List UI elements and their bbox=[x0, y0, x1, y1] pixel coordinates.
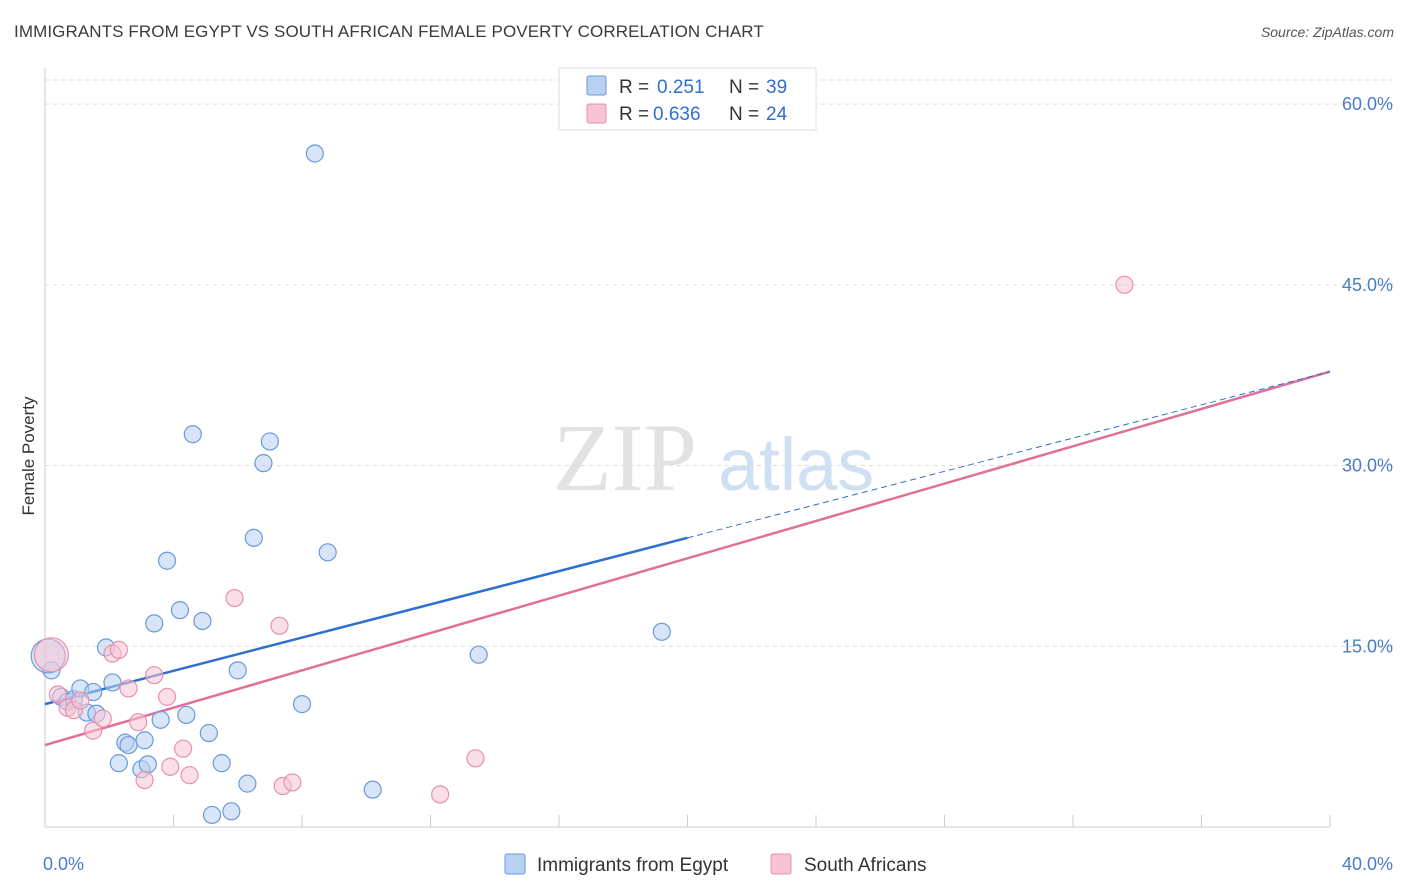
y-tick-label: 60.0% bbox=[1342, 94, 1393, 114]
point-south-africans bbox=[119, 679, 138, 698]
bottom-legend-label-south-africans: South Africans bbox=[804, 855, 927, 876]
legend-n-label-2: N = bbox=[729, 104, 759, 125]
y-axis-tick-labels: 15.0% 30.0% 45.0% 60.0% bbox=[1342, 94, 1393, 656]
point-egypt bbox=[254, 454, 273, 473]
point-egypt bbox=[151, 710, 170, 729]
point-egypt bbox=[652, 622, 671, 641]
y-tick-label: 15.0% bbox=[1342, 636, 1393, 656]
point-south-africans bbox=[180, 766, 199, 785]
point-egypt bbox=[228, 661, 247, 680]
chart-title: IMMIGRANTS FROM EGYPT VS SOUTH AFRICAN F… bbox=[14, 22, 764, 41]
point-south-africans bbox=[1115, 275, 1134, 294]
point-south-africans bbox=[161, 757, 180, 776]
legend-r-value-2: 0.636 bbox=[653, 104, 701, 125]
legend-n-label-1: N = bbox=[729, 77, 759, 98]
point-egypt bbox=[363, 780, 382, 799]
point-egypt bbox=[222, 802, 241, 821]
bottom-legend-swatch-south-africans bbox=[770, 853, 792, 875]
point-egypt bbox=[103, 673, 122, 692]
legend-r-label-1: R = bbox=[619, 77, 649, 98]
legend-n-value-2: 24 bbox=[766, 104, 788, 125]
point-south-africans bbox=[174, 739, 193, 758]
point-south-africans bbox=[270, 616, 289, 635]
legend-n-value-1: 39 bbox=[766, 77, 787, 98]
x-tick-label-end: 40.0% bbox=[1342, 854, 1393, 874]
point-south-africans bbox=[48, 685, 67, 704]
point-egypt bbox=[157, 551, 177, 570]
point-south-africans bbox=[109, 640, 128, 659]
point-egypt bbox=[109, 754, 128, 773]
point-egypt bbox=[193, 611, 212, 631]
point-egypt bbox=[183, 425, 202, 444]
point-south-africans bbox=[129, 713, 148, 732]
point-egypt bbox=[305, 144, 324, 163]
x-tick-label-start: 0.0% bbox=[43, 854, 84, 874]
point-south-africans bbox=[135, 770, 154, 790]
point-egypt bbox=[238, 774, 257, 793]
point-south-africans bbox=[93, 709, 112, 728]
trend-line-egypt-extension bbox=[687, 371, 1331, 539]
point-south-africans bbox=[145, 666, 164, 685]
y-tick-label: 30.0% bbox=[1342, 456, 1393, 476]
point-egypt bbox=[260, 432, 279, 451]
point-south-africans bbox=[157, 687, 177, 706]
point-egypt bbox=[318, 543, 337, 562]
point-egypt bbox=[244, 528, 263, 547]
point-egypt bbox=[177, 705, 196, 725]
watermark-zip: ZIP bbox=[553, 404, 697, 511]
point-south-africans bbox=[71, 691, 90, 710]
y-axis-label: Female Poverty bbox=[19, 396, 38, 516]
point-egypt bbox=[212, 754, 231, 773]
point-egypt bbox=[145, 614, 164, 633]
point-egypt bbox=[135, 731, 154, 750]
bottom-legend-label-egypt: Immigrants from Egypt bbox=[537, 855, 729, 876]
legend-swatch-egypt bbox=[586, 75, 607, 96]
point-egypt bbox=[170, 601, 190, 620]
point-egypt bbox=[469, 645, 488, 664]
x-axis-ticks: 0.0% 40.0% bbox=[43, 815, 1393, 874]
bottom-legend-swatch-egypt bbox=[504, 853, 526, 875]
point-south-africans bbox=[33, 637, 70, 673]
correlation-legend: R = 0.251 N = 39 R = 0.636 N = 24 bbox=[558, 67, 817, 131]
point-egypt bbox=[292, 695, 312, 714]
legend-r-value-1: 0.251 bbox=[657, 77, 705, 98]
point-south-africans bbox=[466, 749, 485, 768]
legend-r-label-2: R = bbox=[619, 104, 649, 125]
point-south-africans bbox=[84, 721, 103, 740]
point-egypt bbox=[199, 723, 218, 743]
trend-line-south-africans bbox=[44, 370, 1331, 747]
point-south-africans bbox=[283, 773, 302, 792]
source-credit: Source: ZipAtlas.com bbox=[1260, 24, 1394, 40]
point-egypt bbox=[119, 735, 138, 755]
point-south-africans bbox=[431, 785, 450, 804]
point-egypt bbox=[84, 682, 103, 702]
point-egypt bbox=[138, 755, 157, 774]
gridlines bbox=[45, 79, 1393, 647]
point-south-africans bbox=[225, 588, 244, 608]
y-tick-label: 45.0% bbox=[1342, 275, 1393, 295]
point-egypt bbox=[202, 805, 222, 825]
series-legend: Immigrants from Egypt South Africans bbox=[504, 853, 927, 876]
data-points bbox=[30, 144, 1134, 825]
watermark-atlas: atlas bbox=[718, 423, 874, 506]
trend-line-egypt bbox=[44, 536, 688, 706]
legend-swatch-south-africans bbox=[586, 103, 607, 124]
